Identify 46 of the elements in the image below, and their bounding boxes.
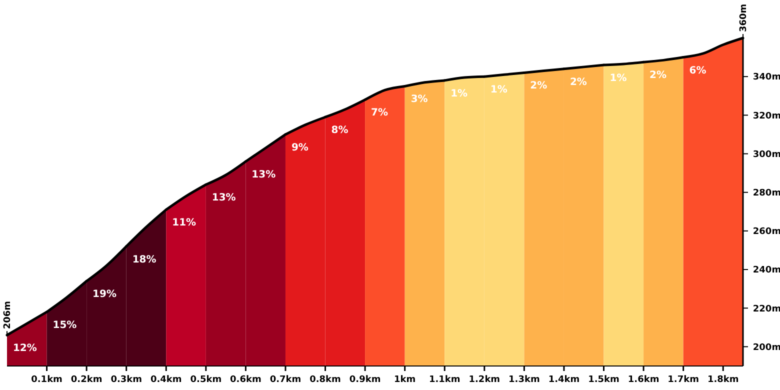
y-tick-label: 320m (752, 111, 780, 122)
x-tick-label: 0.9km (349, 375, 381, 385)
y-tick-label: 340m (752, 72, 780, 83)
x-tick-label: 0.7km (270, 375, 302, 385)
annotation: 6% (689, 65, 706, 76)
annotation: 11% (172, 218, 196, 229)
y-tick-label: 200m (752, 342, 780, 353)
annotation: 9% (291, 142, 308, 154)
annotation: 13% (212, 192, 236, 204)
x-tick-label: 0.3km (110, 375, 142, 385)
annotation: 3% (410, 94, 428, 106)
annotation: 360m (739, 4, 749, 32)
x-tick-label: 0.4km (150, 375, 182, 385)
x-tick-label: 1.5km (588, 375, 620, 385)
annotation: 206m (3, 300, 13, 330)
annotation: 13% (252, 169, 276, 180)
x-tick-label: 1.4km (548, 375, 580, 385)
x-tick-label: 1.8km (707, 375, 739, 385)
x-tick-label: 1.6km (628, 375, 660, 385)
x-tick-label: 0.2km (70, 375, 102, 385)
annotation: 2% (530, 80, 548, 92)
x-tick-label: 1.1km (428, 375, 460, 385)
x-tick-label: 1.3km (508, 375, 540, 385)
annotation: 15% (52, 320, 77, 331)
annotation: 1% (490, 84, 508, 96)
annotation: 8% (331, 125, 348, 136)
annotation: 19% (92, 289, 116, 300)
y-tick-label: 260m (752, 227, 780, 238)
y-tick-label: 280m (752, 188, 780, 199)
y-tick-label: 240m (752, 266, 780, 276)
x-tick-label: 0.8km (310, 375, 341, 385)
annotation: 2% (650, 70, 667, 82)
annotation: 7% (371, 108, 388, 119)
x-tick-label: 1km (394, 375, 416, 385)
x-tick-label: 1.2km (468, 375, 500, 385)
annotation: 2% (570, 76, 587, 88)
y-tick-label: 300m (752, 150, 780, 160)
x-tick-label: 1.7km (668, 375, 699, 385)
x-tick-label: 0.5km (190, 375, 222, 385)
y-tick-label: 220m (752, 304, 780, 314)
x-tick-label: 0.6km (230, 375, 262, 385)
annotation: 18% (132, 254, 156, 266)
x-tick-label: 0.1km (31, 375, 62, 385)
annotation: 1% (610, 73, 627, 84)
annotation: 1% (450, 88, 468, 100)
annotation: 12% (12, 343, 37, 354)
